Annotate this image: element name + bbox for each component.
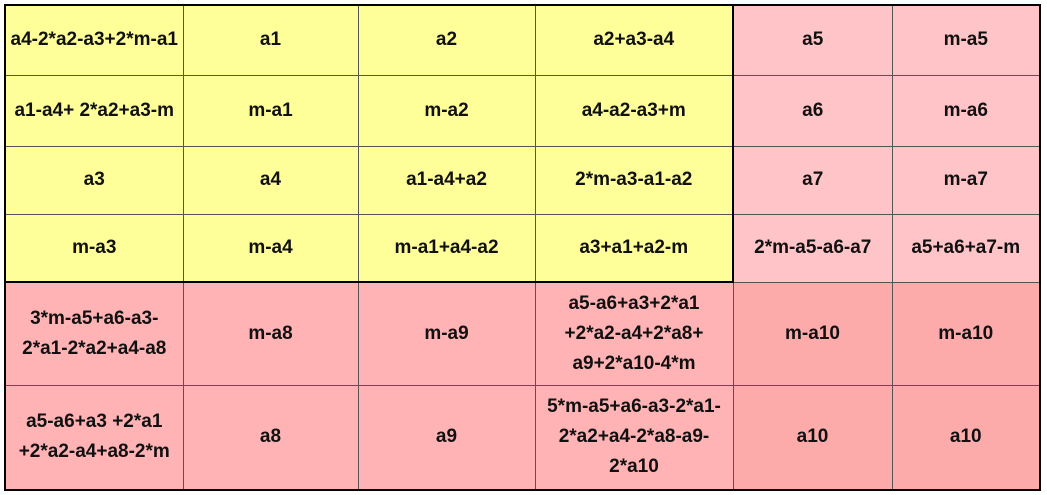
table-row: a1-a4+ 2*a2+a3-m m-a1 m-a2 a4-a2-a3+m a6 m-a6 [4, 74, 1041, 147]
table-cell: a4 [182, 145, 359, 215]
table-cell: a3 [4, 145, 184, 215]
table-cell: 2*m-a3-a1-a2 [534, 145, 734, 215]
table-cell: m-a8 [182, 281, 359, 386]
table-row: a5-a6+a3 +2*a1 +2*a2-a4+a8-2*m a8 a9 5*m-a5… [4, 384, 1041, 491]
table-cell: a1-a4+ 2*a2+a3-m [4, 74, 184, 147]
table-cell: a8 [182, 384, 359, 491]
table-cell: a4-a2-a3+m [534, 74, 734, 147]
table-cell: m-a4 [182, 213, 359, 283]
table-cell: m-a2 [357, 74, 536, 147]
table-cell: a5+a6+a7-m [891, 213, 1041, 283]
table-cell: 3*m-a5+a6-a3-2*a1-2*a2+a4-a8 [4, 281, 184, 386]
table-row: 3*m-a5+a6-a3-2*a1-2*a2+a4-a8 m-a8 m-a9 a5-a… [4, 281, 1041, 386]
table-cell: a6 [732, 74, 893, 147]
table-cell: a1 [182, 4, 359, 76]
table-cell: a5 [732, 4, 893, 76]
table-cell: a3+a1+a2-m [534, 213, 734, 283]
table-cell: a4-2*a2-a3+2*m-a1 [4, 4, 184, 76]
table-row: a3 a4 a1-a4+a2 2*m-a3-a1-a2 a7 m-a7 [4, 145, 1041, 215]
table-cell: a10 [891, 384, 1041, 491]
table: a4-2*a2-a3+2*m-a1 a1 a2 a2+a3-a4 a5 m-a5 a1-a4… [4, 4, 1041, 491]
table-row: a4-2*a2-a3+2*m-a1 a1 a2 a2+a3-a4 a5 m-a5 [4, 4, 1041, 76]
table-cell: a10 [732, 384, 893, 491]
table-cell: a2+a3-a4 [534, 4, 734, 76]
table-cell: a5-a6+a3 +2*a1 +2*a2-a4+a8-2*m [4, 384, 184, 491]
table-cell: m-a7 [891, 145, 1041, 215]
table-cell: a7 [732, 145, 893, 215]
table-row: m-a3 m-a4 m-a1+a4-a2 a3+a1+a2-m 2*m-a5-a6-a7… [4, 213, 1041, 283]
table-cell: 5*m-a5+a6-a3-2*a1-2*a2+a4-2*a8-a9-2*a10 [534, 384, 734, 491]
table-cell: 2*m-a5-a6-a7 [732, 213, 893, 283]
table-body: a4-2*a2-a3+2*m-a1 a1 a2 a2+a3-a4 a5 m-a5 a1-a4… [4, 4, 1041, 491]
table-cell: a1-a4+a2 [357, 145, 536, 215]
table-cell: m-a3 [4, 213, 184, 283]
table-cell: m-a10 [891, 281, 1041, 386]
table-cell: a9 [357, 384, 536, 491]
table-cell: m-a1 [182, 74, 359, 147]
table-cell: a5-a6+a3+2*a1 +2*a2-a4+2*a8+ a9+2*a10-4*… [534, 281, 734, 386]
table-cell: m-a5 [891, 4, 1041, 76]
table-cell: m-a9 [357, 281, 536, 386]
table-cell: a2 [357, 4, 536, 76]
table-cell: m-a10 [732, 281, 893, 386]
table-cell: m-a6 [891, 74, 1041, 147]
table-cell: m-a1+a4-a2 [357, 213, 536, 283]
